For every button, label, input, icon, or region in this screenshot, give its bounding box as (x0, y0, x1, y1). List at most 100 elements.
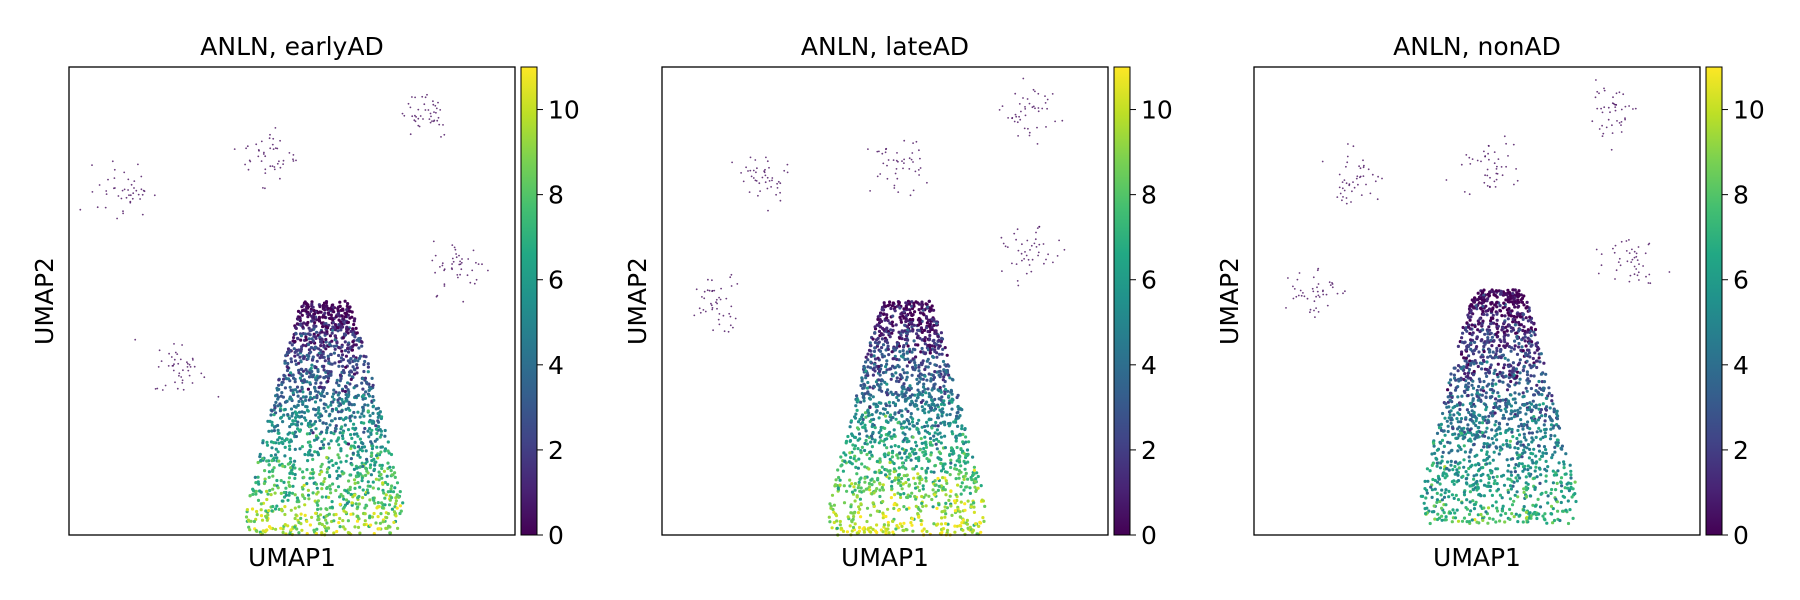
data-point (1571, 516, 1575, 521)
data-point (1425, 488, 1429, 492)
data-point (702, 309, 705, 311)
data-point (309, 445, 313, 449)
data-point (262, 153, 265, 155)
data-point (1494, 419, 1498, 424)
data-point (293, 339, 297, 344)
data-point (321, 325, 325, 329)
data-point (1498, 304, 1502, 308)
data-point (268, 419, 272, 423)
data-point (407, 102, 410, 105)
colorbar (1113, 66, 1131, 536)
data-point (719, 298, 722, 301)
data-point (1428, 521, 1432, 526)
data-point (268, 488, 272, 493)
data-point (1512, 415, 1516, 419)
data-point (1516, 370, 1520, 374)
data-point (1453, 516, 1458, 520)
data-point (1450, 480, 1454, 484)
data-point (839, 464, 843, 468)
data-point (882, 301, 886, 305)
data-point (1489, 316, 1493, 320)
data-point (1506, 317, 1510, 321)
data-point (358, 472, 362, 476)
data-point (1438, 499, 1442, 504)
data-point (279, 177, 281, 180)
data-point (331, 482, 335, 486)
small-cluster (731, 156, 789, 212)
data-point (906, 409, 910, 413)
data-point (122, 210, 124, 213)
data-point (141, 213, 144, 216)
data-point (886, 177, 889, 180)
data-point (1470, 323, 1474, 327)
data-point (361, 464, 365, 468)
data-point (1522, 294, 1526, 298)
data-point (417, 108, 420, 111)
data-point (322, 394, 326, 398)
data-point (356, 450, 360, 454)
data-point (384, 526, 388, 531)
data-point (1462, 356, 1466, 360)
data-point (417, 124, 420, 127)
data-point (707, 278, 709, 281)
data-point (887, 331, 891, 336)
data-point (317, 517, 321, 522)
data-point (1531, 503, 1535, 507)
data-point (1505, 388, 1510, 392)
data-point (1034, 90, 1036, 93)
data-point (1530, 431, 1534, 435)
data-point (862, 386, 866, 390)
data-point (1467, 381, 1471, 385)
data-point (1534, 454, 1538, 458)
data-point (1488, 354, 1492, 358)
data-point (902, 167, 904, 170)
data-point (884, 468, 889, 472)
data-point (257, 482, 261, 486)
data-point (122, 212, 124, 215)
data-point (269, 147, 272, 150)
data-point (1440, 438, 1445, 442)
data-point (864, 429, 868, 433)
data-point (368, 498, 372, 502)
data-point (1013, 120, 1016, 123)
data-point (316, 514, 320, 519)
data-point (323, 477, 327, 481)
data-point (360, 340, 364, 344)
data-point (917, 515, 921, 519)
data-point (314, 335, 318, 339)
data-point (936, 413, 940, 417)
data-point (245, 147, 248, 150)
data-point (1454, 378, 1458, 382)
data-point (1541, 386, 1545, 390)
data-point (876, 150, 879, 153)
data-point (306, 459, 310, 463)
data-point (879, 433, 883, 438)
data-point (312, 422, 316, 426)
data-point (890, 480, 894, 484)
data-point (299, 360, 303, 364)
data-point (956, 410, 960, 414)
data-point (900, 456, 904, 460)
data-point (842, 451, 846, 455)
data-point (1018, 115, 1020, 118)
data-point (296, 420, 300, 424)
data-point (1573, 492, 1577, 496)
data-point (961, 518, 966, 522)
data-point (348, 419, 353, 423)
data-point (1448, 398, 1452, 402)
data-point (1491, 504, 1495, 508)
data-point (268, 137, 271, 140)
main-cluster (244, 299, 405, 537)
data-point (351, 340, 355, 344)
data-point (895, 503, 899, 507)
data-point (850, 490, 855, 494)
data-point (908, 494, 912, 498)
data-point (875, 323, 879, 327)
data-point (1502, 483, 1507, 487)
data-point (392, 510, 397, 514)
data-point (180, 376, 183, 378)
data-point (289, 360, 294, 364)
data-point (871, 367, 875, 371)
data-point (343, 315, 348, 319)
data-point (319, 344, 323, 348)
